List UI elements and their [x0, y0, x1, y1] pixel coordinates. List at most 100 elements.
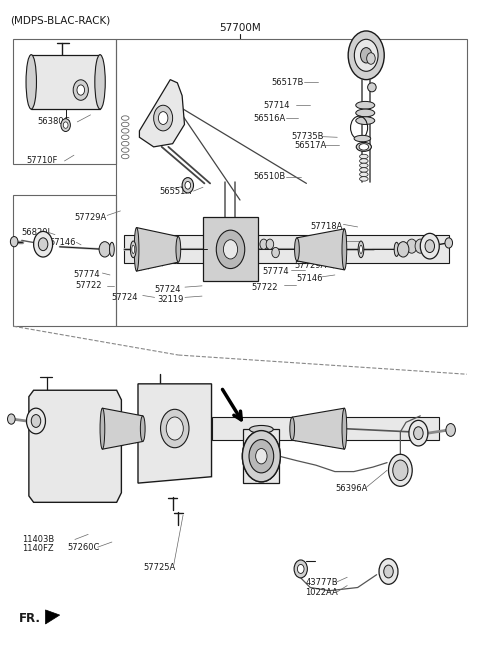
Ellipse shape	[109, 242, 114, 256]
Circle shape	[422, 239, 432, 253]
Circle shape	[31, 415, 41, 428]
Text: 56510B: 56510B	[253, 172, 286, 182]
Text: FR.: FR.	[19, 612, 41, 625]
Circle shape	[414, 427, 423, 439]
Polygon shape	[124, 235, 449, 264]
Circle shape	[294, 560, 307, 578]
Ellipse shape	[356, 142, 372, 151]
Ellipse shape	[290, 417, 295, 440]
Bar	[13, 195, 116, 326]
Text: 57146: 57146	[49, 238, 76, 247]
Polygon shape	[29, 390, 121, 503]
Ellipse shape	[354, 136, 371, 141]
Circle shape	[393, 460, 408, 481]
Circle shape	[409, 421, 428, 446]
Ellipse shape	[95, 55, 105, 109]
Text: (MDPS-BLAC-RACK): (MDPS-BLAC-RACK)	[10, 16, 110, 26]
Polygon shape	[212, 417, 439, 440]
Circle shape	[425, 240, 434, 253]
Text: 56380G: 56380G	[37, 118, 70, 127]
Text: 11403B: 11403B	[22, 535, 54, 544]
Ellipse shape	[342, 408, 347, 449]
Text: 57719: 57719	[212, 240, 238, 249]
Ellipse shape	[368, 83, 376, 92]
Circle shape	[298, 565, 304, 574]
Ellipse shape	[356, 109, 375, 117]
Text: 57724: 57724	[111, 293, 137, 302]
Text: 57718A: 57718A	[310, 222, 343, 231]
Ellipse shape	[100, 408, 105, 449]
Ellipse shape	[134, 227, 139, 271]
Circle shape	[242, 431, 280, 482]
Circle shape	[348, 31, 384, 79]
Circle shape	[182, 178, 193, 193]
Text: 57774: 57774	[73, 271, 100, 280]
Circle shape	[260, 239, 267, 249]
Circle shape	[8, 414, 15, 424]
Ellipse shape	[295, 238, 300, 261]
Ellipse shape	[360, 245, 362, 253]
Polygon shape	[138, 384, 212, 483]
Text: 56820H: 56820H	[314, 238, 347, 247]
Text: 57714: 57714	[264, 101, 290, 110]
Polygon shape	[102, 408, 143, 449]
Text: 56320G: 56320G	[37, 83, 70, 92]
Circle shape	[11, 236, 18, 247]
Circle shape	[61, 119, 71, 132]
Text: 57710F: 57710F	[26, 156, 58, 165]
Ellipse shape	[131, 241, 136, 258]
Circle shape	[216, 230, 245, 269]
Ellipse shape	[360, 172, 368, 176]
Text: 56820J: 56820J	[22, 228, 51, 237]
Ellipse shape	[360, 168, 368, 172]
Bar	[243, 430, 279, 483]
Circle shape	[446, 424, 456, 436]
Text: 57722: 57722	[252, 283, 278, 291]
Circle shape	[384, 565, 393, 578]
Text: 56516A: 56516A	[253, 114, 286, 123]
Circle shape	[415, 239, 425, 253]
Circle shape	[256, 448, 267, 464]
Ellipse shape	[394, 242, 399, 256]
Circle shape	[38, 238, 48, 251]
Polygon shape	[46, 610, 60, 624]
Circle shape	[34, 231, 53, 257]
Ellipse shape	[356, 117, 375, 125]
Text: 56517A: 56517A	[294, 141, 326, 150]
Circle shape	[73, 80, 88, 100]
Bar	[31, 55, 100, 109]
Text: 57729A: 57729A	[294, 261, 326, 270]
Polygon shape	[137, 227, 179, 271]
Text: 57729A: 57729A	[74, 213, 106, 222]
Circle shape	[360, 48, 372, 63]
Polygon shape	[292, 408, 344, 449]
Circle shape	[242, 431, 280, 482]
Text: 1022AA: 1022AA	[305, 588, 338, 597]
Ellipse shape	[360, 154, 368, 159]
Bar	[13, 39, 116, 164]
Text: 57724: 57724	[155, 284, 181, 293]
Circle shape	[397, 242, 409, 257]
Text: 56396A: 56396A	[335, 484, 367, 493]
Circle shape	[77, 85, 84, 95]
Bar	[203, 217, 258, 282]
Polygon shape	[102, 417, 138, 440]
Text: 56517B: 56517B	[271, 78, 304, 87]
Ellipse shape	[342, 229, 347, 270]
Circle shape	[166, 417, 183, 440]
Text: 57700M: 57700M	[219, 23, 261, 34]
Ellipse shape	[132, 245, 135, 253]
Circle shape	[223, 240, 238, 259]
Text: 43777B: 43777B	[305, 578, 338, 587]
Circle shape	[379, 559, 398, 584]
Bar	[116, 39, 467, 326]
Ellipse shape	[26, 55, 36, 109]
Circle shape	[272, 247, 279, 258]
Ellipse shape	[367, 53, 375, 64]
Ellipse shape	[176, 236, 180, 262]
Text: 56551A: 56551A	[159, 187, 192, 196]
Text: 57725A: 57725A	[143, 563, 176, 572]
Circle shape	[154, 105, 173, 131]
Ellipse shape	[360, 163, 368, 168]
Text: 1140FZ: 1140FZ	[22, 544, 53, 553]
